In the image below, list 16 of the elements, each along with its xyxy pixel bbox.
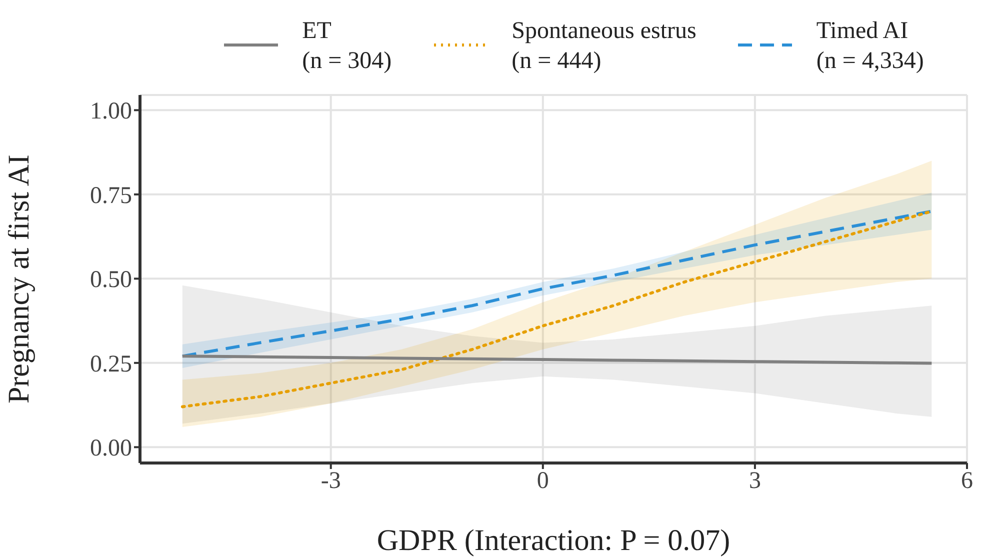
x-tick-label: 3 xyxy=(748,468,761,494)
y-tick-label: 1.00 xyxy=(90,98,132,125)
y-tick-label: 0.00 xyxy=(90,436,132,462)
line-series xyxy=(180,354,934,365)
legend-label: Spontaneous estrus (n = 444) xyxy=(512,17,696,76)
legend-label: Timed AI (n = 4,334) xyxy=(816,17,924,76)
y-tick-label: 0.25 xyxy=(90,351,132,378)
x-tick-label: 0 xyxy=(536,468,549,494)
legend-label: ET (n = 304) xyxy=(302,17,392,76)
y-tick-label: 0.75 xyxy=(90,182,132,209)
x-axis-title: GDPR (Interaction: P = 0.07) xyxy=(376,524,730,557)
line-series xyxy=(180,210,934,358)
x-tick-label: -3 xyxy=(320,468,341,494)
y-axis-title: Pregnancy at first AI xyxy=(2,154,36,404)
x-tick-label: 6 xyxy=(961,468,973,494)
y-tick-label: 0.50 xyxy=(90,267,132,294)
